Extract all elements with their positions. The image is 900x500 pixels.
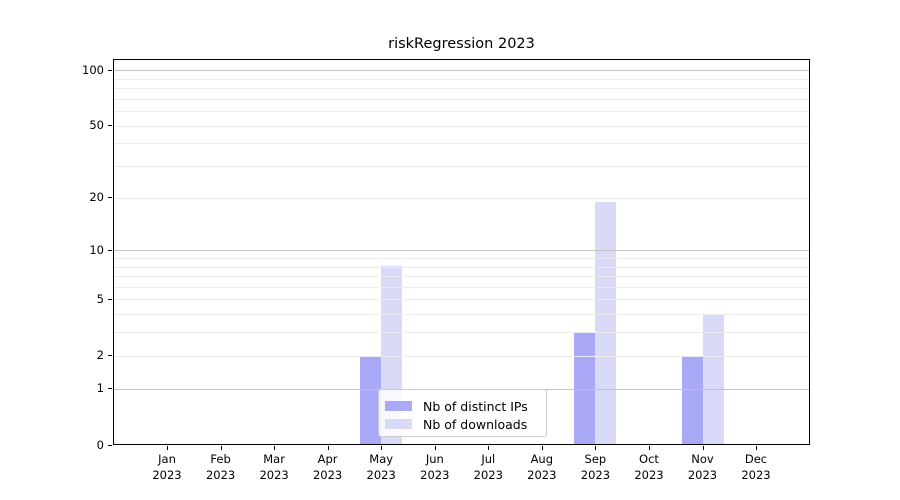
legend-swatch-distinct-ips — [385, 401, 412, 411]
x-tick-mark — [702, 446, 704, 450]
x-tick-label-line: 2023 — [741, 467, 771, 482]
bar-distinct-ips — [681, 355, 703, 445]
y-tick-label: 100 — [82, 62, 104, 77]
legend-label: Nb of distinct IPs — [423, 398, 528, 414]
y-gridline-minor — [113, 87, 810, 89]
legend-swatch-downloads — [385, 419, 412, 429]
x-tick-label-line: 2023 — [634, 467, 664, 482]
y-tick-mark — [108, 444, 112, 446]
y-gridline-minor — [113, 111, 810, 112]
y-gridline-minor — [113, 257, 810, 259]
x-tick-label: Oct 2023 — [621, 452, 677, 483]
plot-area — [113, 59, 810, 445]
y-gridline-minor — [113, 299, 810, 301]
x-tick-label: Jan 2023 — [139, 452, 195, 483]
bar-distinct-ips — [574, 332, 596, 445]
y-gridline-major — [113, 250, 810, 252]
y-tick-label: 0 — [96, 437, 104, 452]
x-tick-mark — [220, 446, 222, 450]
x-tick-label-line: 2023 — [580, 467, 611, 482]
legend-row: Nb of downloads — [385, 415, 538, 433]
x-tick-mark — [756, 446, 757, 450]
x-tick-label-line: Feb — [210, 452, 231, 466]
x-tick-label: Mar 2023 — [246, 452, 302, 483]
x-tick-label: Apr 2023 — [300, 452, 356, 483]
y-tick-mark — [108, 69, 112, 71]
y-gridline-minor — [113, 276, 810, 277]
x-tick-label: Nov 2023 — [675, 452, 731, 483]
x-tick-label: Feb 2023 — [193, 452, 249, 483]
x-tick-label-line: Dec — [744, 452, 768, 466]
x-tick-label: Sep 2023 — [567, 452, 623, 483]
bar-downloads — [702, 314, 724, 445]
x-tick-label: Aug 2023 — [514, 452, 570, 483]
x-tick-label-line: 2023 — [420, 467, 450, 482]
y-tick-mark — [108, 298, 112, 300]
x-tick-label-line: 2023 — [152, 467, 182, 482]
y-tick-mark — [108, 388, 112, 390]
x-tick-label-line: Mar — [263, 452, 285, 466]
y-tick-mark — [108, 355, 112, 357]
x-tick-mark — [167, 446, 168, 450]
y-gridline-minor — [113, 355, 810, 357]
y-gridline-minor — [113, 266, 810, 268]
x-tick-label-line: Nov — [691, 452, 714, 466]
x-tick-mark — [274, 446, 276, 450]
y-tick-mark — [108, 197, 112, 199]
y-tick-label: 5 — [96, 291, 104, 306]
x-tick-mark — [649, 446, 650, 450]
y-tick-mark — [108, 249, 112, 251]
y-tick-label: 2 — [96, 348, 104, 363]
y-gridline-minor — [113, 332, 810, 334]
x-tick-mark — [434, 446, 436, 450]
y-tick-label: 1 — [96, 381, 104, 396]
x-tick-mark — [488, 446, 490, 450]
x-tick-label: Jun 2023 — [407, 452, 463, 483]
y-gridline-minor — [113, 78, 810, 80]
x-tick-label-line: 2023 — [205, 467, 236, 482]
bar-downloads — [595, 201, 617, 445]
x-tick-label-line: 2023 — [527, 467, 557, 482]
x-tick-mark — [381, 446, 383, 450]
chart-title: riskRegression 2023 — [388, 36, 535, 52]
legend-row: Nb of distinct IPs — [385, 397, 538, 415]
y-tick-label: 50 — [89, 118, 104, 132]
y-tick-label: 10 — [89, 242, 104, 257]
y-gridline-minor — [113, 166, 810, 167]
x-tick-label-line: Jun — [425, 452, 444, 466]
x-tick-label-line: Oct — [639, 452, 659, 466]
y-gridline-minor — [113, 143, 810, 145]
y-gridline-minor — [113, 98, 810, 100]
x-tick-label-line: Jan — [158, 452, 176, 466]
x-tick-label-line: Aug — [530, 452, 554, 466]
x-tick-mark — [595, 446, 597, 450]
y-gridline-minor — [113, 197, 810, 199]
chart-legend: Nb of distinct IPs Nb of downloads — [378, 389, 547, 437]
x-tick-label: May 2023 — [353, 452, 409, 483]
x-tick-label-line: Jul — [481, 452, 496, 466]
bar-distinct-ips — [360, 355, 382, 445]
y-gridline-major — [113, 70, 810, 71]
y-gridline-minor — [113, 125, 810, 127]
x-tick-label: Jul 2023 — [460, 452, 516, 483]
x-tick-label-line: May — [369, 452, 394, 466]
x-tick-label-line: 2023 — [366, 467, 396, 482]
x-tick-label-line: Sep — [584, 452, 607, 466]
x-tick-mark — [327, 446, 329, 450]
y-gridline-minor — [113, 314, 810, 316]
legend-label: Nb of downloads — [423, 416, 528, 432]
x-tick-mark — [541, 446, 543, 450]
x-tick-label-line: Apr — [317, 452, 338, 466]
y-tick-label: 20 — [89, 190, 104, 205]
x-tick-label: Dec 2023 — [728, 452, 784, 483]
y-tick-mark — [108, 125, 112, 126]
y-gridline-minor — [113, 286, 810, 288]
x-tick-label-line: 2023 — [312, 467, 343, 482]
x-tick-label-line: 2023 — [687, 467, 718, 482]
x-tick-label-line: 2023 — [259, 467, 289, 482]
x-tick-label-line: 2023 — [473, 467, 503, 482]
